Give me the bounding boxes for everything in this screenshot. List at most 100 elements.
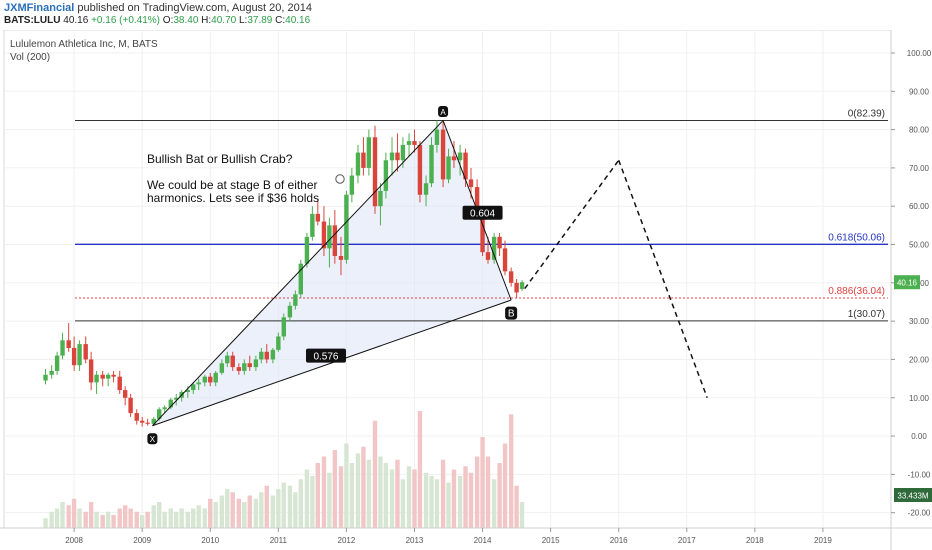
volume-bar [463,466,468,528]
volume-bar [66,505,71,528]
volume-bar [480,437,485,528]
candle-body [259,351,264,360]
x-tick-label: 2009 [133,536,151,545]
volume-bar [468,472,474,528]
y-tick-label: 50.00 [909,241,930,250]
volume-bar [122,505,128,528]
fib-level-label: 0.618(50.06) [828,232,885,243]
volume-bar [315,463,321,528]
candle-body [139,420,145,423]
candle-body [94,374,99,383]
candle-body [412,141,417,145]
candle-body [372,137,378,207]
candle-body [83,344,88,360]
candle-body [468,179,474,188]
y-tick-label: -20.00 [908,509,931,518]
point-label-box [505,306,518,320]
candle-body [151,418,156,424]
point-label-text: X [150,435,156,444]
volume-bar [457,476,463,528]
volume-bar [361,446,366,528]
axis-flags: 40.16 33.433M [894,275,932,502]
note-anchor-icon[interactable] [335,174,345,184]
volume-bar [145,511,150,528]
chart-title: Lululemon Athletica Inc, M, BATS [10,39,158,50]
volume-bar [213,502,218,528]
fib-level-label: 1(30.07) [848,309,885,320]
candle-body [389,152,395,161]
candle-body [247,363,252,368]
note-text-line: Bullish Bat or Bullish Crab? [147,152,293,166]
volume-bar [474,456,480,528]
candle-body [236,367,242,371]
candle-body [451,156,457,161]
pattern-point-labels: X A B [147,105,518,445]
volume-bar [191,508,196,528]
candle-body [196,382,201,385]
price-chart[interactable]: 0(82.39) 0.618(50.06) 0.886(36.04) 1(30.07)… [0,30,932,550]
candle-body [361,152,366,168]
candle-body [77,344,82,366]
candle-body [434,129,440,145]
candle-body [315,213,321,222]
ratio-label-text: 0.604 [470,209,495,220]
volume-bar [485,456,491,528]
volume-bar [344,443,349,528]
candle-body [49,370,54,375]
volume-bar [310,476,315,528]
volume-bar [128,508,133,528]
volume-bar [508,414,514,528]
candle-body [508,271,514,283]
candle-body [191,384,196,391]
candle-body [287,305,293,318]
volume-bar [151,505,156,528]
volume-bar [338,466,344,528]
candle-body [276,336,281,350]
candle-body [519,282,525,289]
y-tick-label: 0.00 [911,432,927,441]
volume-bar [247,495,252,528]
pattern-leg [152,120,444,427]
volume-bar [446,482,451,528]
candle-body [400,144,406,161]
author-link[interactable]: JXMFinancial [4,2,75,14]
x-tick-label: 2019 [814,536,832,545]
candle-body [344,194,349,260]
candle-body [88,359,94,383]
candle-body [128,397,133,414]
volume-bar [451,469,457,528]
harmonic-pattern-fill [152,120,512,426]
open-value: 38.40 [173,15,199,26]
candle-body [395,152,400,161]
volume-bar [208,498,213,528]
candle-body [174,397,179,400]
price-flag-box [894,275,920,290]
volume-bar [276,489,281,528]
volume-bar [440,459,446,528]
annotation-note[interactable]: Bullish Bat or Bullish Crab? We could be … [147,152,319,205]
candle-body [338,256,344,260]
x-tick-label: 2018 [746,536,764,545]
publish-line: JXMFinancial published on TradingView.co… [4,2,312,14]
candle-body [213,372,218,383]
candle-body [122,390,128,398]
volume-bar [366,459,372,528]
y-tick-label: 20.00 [909,355,930,364]
low-label: L: [238,15,248,26]
ohlc-line: BATS:LULU 40.16 +0.16 (+0.41%) O:38.40 H… [4,15,310,26]
volume-bar [434,479,440,528]
volume-bar [514,485,519,528]
volume-bar [355,453,361,528]
projection-path[interactable] [524,159,708,399]
x-tick-label: 2017 [678,536,696,545]
x-axis[interactable]: 2008 2009 2010 2011 2012 2013 2014 2015 2016 2017… [65,528,832,545]
x-tick-label: 2012 [338,536,356,545]
candle-body [100,374,105,379]
volume-bar [281,482,286,528]
candle-body [514,282,519,293]
low-value: 37.89 [247,15,273,26]
volume-bar [321,456,327,528]
volume-bar [94,511,99,528]
volume-bar [134,511,139,528]
volume-bar [491,479,497,528]
